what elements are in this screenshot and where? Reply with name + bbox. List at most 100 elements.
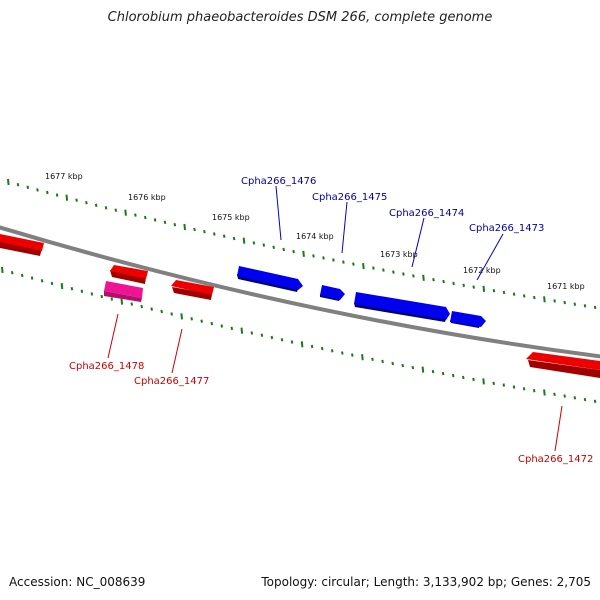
major-tick bbox=[1, 266, 4, 274]
reverse-gene-arrow[interactable] bbox=[110, 265, 148, 284]
minor-tick bbox=[382, 268, 385, 272]
minor-tick bbox=[320, 346, 324, 351]
minor-tick bbox=[163, 220, 167, 224]
minor-tick bbox=[30, 276, 34, 280]
label-leader-line bbox=[107, 313, 119, 359]
minor-tick bbox=[312, 254, 315, 258]
reverse-gene-arrow[interactable] bbox=[526, 352, 600, 378]
gene-label: Cpha266_1478 bbox=[69, 361, 144, 372]
minor-tick bbox=[330, 349, 334, 353]
minor-tick bbox=[70, 287, 74, 291]
minor-tick bbox=[100, 294, 104, 299]
minor-tick bbox=[153, 218, 157, 222]
minor-tick bbox=[230, 326, 234, 330]
minor-tick bbox=[502, 290, 506, 295]
major-tick bbox=[242, 237, 246, 244]
minor-tick bbox=[250, 331, 254, 335]
minor-tick bbox=[553, 392, 556, 396]
minor-tick bbox=[90, 292, 94, 296]
minor-tick bbox=[144, 215, 147, 220]
minor-tick bbox=[252, 241, 256, 245]
minor-tick bbox=[402, 272, 405, 276]
minor-tick bbox=[522, 294, 526, 298]
minor-tick bbox=[260, 333, 264, 337]
major-tick bbox=[300, 341, 304, 348]
minor-tick bbox=[40, 279, 44, 283]
minor-tick bbox=[80, 289, 84, 293]
minor-tick bbox=[342, 260, 345, 264]
minor-tick bbox=[272, 245, 275, 249]
major-tick bbox=[422, 274, 425, 281]
minor-tick bbox=[200, 319, 203, 323]
forward-gene-arrow[interactable] bbox=[320, 285, 345, 301]
rna-gene-box[interactable] bbox=[104, 281, 143, 302]
minor-tick bbox=[452, 281, 455, 286]
minor-tick bbox=[140, 304, 143, 309]
minor-tick bbox=[36, 188, 39, 192]
major-tick bbox=[302, 250, 305, 257]
label-leader-line bbox=[341, 201, 348, 254]
minor-tick bbox=[173, 223, 177, 227]
inner-tick-scale bbox=[1, 266, 597, 403]
major-tick bbox=[482, 378, 485, 385]
major-tick bbox=[482, 285, 486, 292]
minor-tick bbox=[401, 363, 404, 368]
forward-gene-arrow[interactable] bbox=[237, 266, 303, 292]
gene-label: Cpha266_1474 bbox=[389, 208, 464, 219]
minor-tick bbox=[372, 266, 375, 270]
minor-tick bbox=[431, 369, 435, 374]
minor-tick bbox=[203, 230, 206, 234]
minor-tick bbox=[412, 274, 415, 278]
minor-tick bbox=[352, 262, 355, 266]
minor-tick bbox=[322, 256, 325, 260]
outer-tick-scale bbox=[7, 178, 597, 310]
kbp-label: 1671 kbp bbox=[547, 282, 585, 291]
gene-label: Cpha266_1472 bbox=[518, 454, 593, 465]
label-leader-line bbox=[411, 217, 425, 268]
minor-tick bbox=[130, 302, 134, 306]
major-tick bbox=[60, 283, 64, 290]
minor-tick bbox=[290, 340, 294, 344]
minor-tick bbox=[462, 283, 465, 287]
kbp-label: 1676 kbp bbox=[128, 193, 166, 202]
minor-tick bbox=[213, 232, 216, 236]
minor-tick bbox=[10, 271, 14, 275]
minor-tick bbox=[55, 193, 59, 197]
minor-tick bbox=[20, 273, 24, 278]
minor-tick bbox=[262, 243, 266, 247]
kbp-label: 1675 kbp bbox=[212, 213, 250, 222]
gene-label: Cpha266_1476 bbox=[241, 176, 316, 187]
topology-text: Topology: circular; Length: 3,133,902 bp… bbox=[261, 575, 591, 589]
minor-tick bbox=[270, 335, 274, 340]
label-leader-line bbox=[275, 185, 282, 241]
minor-tick bbox=[451, 373, 455, 378]
map-title: Chlorobium phaeobacteroides DSM 266, com… bbox=[107, 10, 493, 25]
forward-gene-arrow[interactable] bbox=[450, 311, 486, 328]
minor-tick bbox=[593, 305, 597, 310]
kbp-label: 1673 kbp bbox=[380, 250, 418, 259]
minor-tick bbox=[583, 304, 587, 308]
forward-gene-arrow[interactable] bbox=[354, 292, 450, 322]
minor-tick bbox=[292, 249, 295, 254]
reverse-gene-arrow[interactable] bbox=[171, 280, 214, 300]
minor-tick bbox=[462, 375, 465, 380]
minor-tick bbox=[432, 278, 435, 282]
accession-text: Accession: NC_008639 bbox=[9, 575, 146, 589]
minor-tick bbox=[583, 397, 587, 402]
minor-tick bbox=[332, 258, 335, 262]
minor-tick bbox=[160, 309, 163, 314]
minor-tick bbox=[573, 396, 577, 400]
minor-tick bbox=[392, 270, 395, 274]
label-leader-line bbox=[171, 328, 183, 374]
genome-backbone bbox=[0, 225, 600, 359]
minor-tick bbox=[411, 365, 415, 370]
major-tick bbox=[362, 263, 365, 270]
gene-label: Cpha266_1473 bbox=[469, 223, 544, 234]
reverse-gene-arrow[interactable] bbox=[0, 234, 44, 256]
major-tick bbox=[361, 354, 364, 361]
minor-tick bbox=[50, 281, 54, 286]
minor-tick bbox=[222, 234, 226, 238]
gene-label: Cpha266_1475 bbox=[312, 192, 387, 203]
minor-tick bbox=[563, 300, 566, 305]
